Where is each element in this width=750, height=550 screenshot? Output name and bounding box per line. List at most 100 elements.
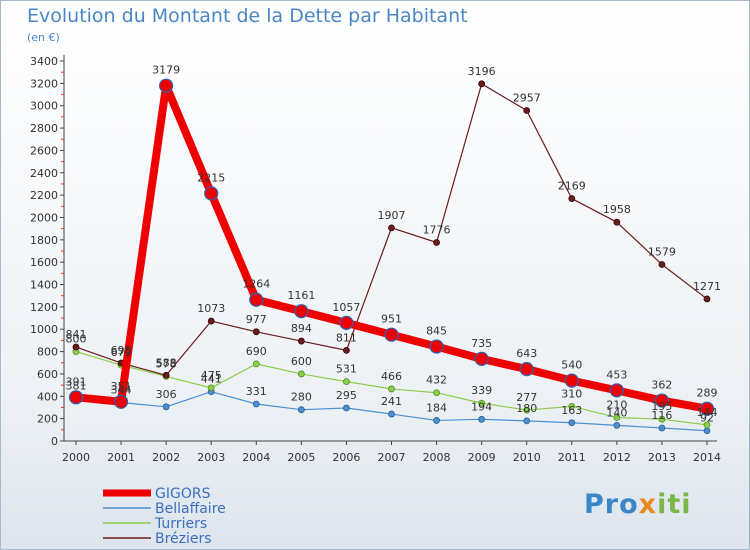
- legend-label-gigors: GIGORS: [155, 486, 211, 502]
- point-bellaffaire: [703, 427, 711, 435]
- point-turriers: [433, 389, 440, 397]
- y-tick-label: 800: [37, 346, 58, 359]
- data-label-turriers: 531: [336, 363, 357, 376]
- point-gigors: [384, 327, 399, 342]
- data-label-breziers: 588: [156, 356, 177, 369]
- data-label-breziers: 698: [111, 344, 132, 357]
- y-tick-label: 1600: [30, 256, 58, 269]
- point-breziers: [478, 80, 486, 88]
- point-bellaffaire: [433, 417, 440, 424]
- y-tick-label: 0: [51, 435, 58, 448]
- data-label-gigors: 540: [561, 359, 582, 372]
- point-gigors: [519, 362, 534, 377]
- point-turriers: [478, 399, 486, 407]
- data-label-gigors: 3179: [152, 64, 180, 77]
- logo-part-1: Pro: [584, 489, 639, 520]
- data-label-breziers: 2957: [513, 92, 541, 105]
- point-bellaffaire: [523, 417, 531, 425]
- data-label-gigors: 951: [381, 313, 402, 326]
- data-label-breziers: 3196: [468, 65, 496, 78]
- point-breziers: [388, 224, 395, 232]
- chart-title: Evolution du Montant de la Dette par Hab…: [27, 5, 468, 27]
- data-label-turriers: 600: [291, 355, 312, 368]
- point-turriers: [343, 378, 350, 386]
- point-turriers: [703, 421, 711, 429]
- point-gigors: [249, 292, 264, 307]
- point-breziers: [613, 218, 621, 226]
- point-breziers: [523, 107, 531, 114]
- data-label-turriers: 578: [156, 357, 177, 370]
- point-breziers: [162, 371, 170, 379]
- y-tick-label: 600: [37, 368, 58, 381]
- point-gigors: [699, 401, 715, 416]
- y-tick-label: 200: [37, 413, 58, 426]
- data-label-breziers: 1271: [693, 280, 721, 293]
- point-bellaffaire: [162, 403, 170, 411]
- data-label-breziers: 811: [336, 331, 357, 344]
- data-label-breziers: 1776: [423, 224, 451, 237]
- data-label-gigors: 289: [697, 387, 718, 400]
- data-label-breziers: 1073: [197, 302, 225, 315]
- data-label-turriers: 339: [471, 384, 492, 397]
- point-turriers: [207, 384, 215, 392]
- point-gigors: [654, 393, 670, 408]
- point-gigors: [294, 304, 309, 319]
- data-label-bellaffaire: 331: [246, 385, 267, 398]
- point-bellaffaire: [478, 415, 486, 423]
- point-gigors: [339, 315, 354, 330]
- data-label-gigors: 1264: [242, 278, 270, 291]
- point-breziers: [252, 328, 260, 336]
- point-gigors: [609, 383, 624, 398]
- data-label-breziers: 1907: [378, 209, 406, 222]
- data-label-bellaffaire: 295: [336, 389, 357, 402]
- data-label-turriers: 210: [606, 399, 627, 412]
- data-label-bellaffaire: 163: [561, 404, 582, 417]
- x-tick-label: 2012: [603, 451, 631, 464]
- point-breziers: [658, 261, 666, 268]
- data-label-gigors: 453: [606, 368, 627, 381]
- data-label-turriers: 277: [516, 391, 537, 404]
- x-tick-label: 2002: [152, 451, 180, 464]
- point-turriers: [523, 406, 531, 414]
- x-tick-label: 2011: [558, 451, 586, 464]
- point-turriers: [613, 414, 621, 421]
- logo-part-2: x: [638, 489, 658, 520]
- series-layer: [68, 78, 715, 435]
- point-turriers: [252, 360, 260, 368]
- data-label-turriers: 466: [381, 370, 402, 383]
- data-label-gigors: 1161: [287, 289, 315, 302]
- y-tick-label: 3400: [30, 55, 58, 68]
- x-tick-label: 2009: [468, 451, 496, 464]
- data-label-gigors: 1057: [332, 301, 360, 314]
- data-label-breziers: 1579: [648, 246, 676, 259]
- x-tick-label: 2004: [242, 451, 270, 464]
- data-label-turriers: 195: [651, 400, 672, 413]
- x-tick-label: 2008: [423, 451, 451, 464]
- chart-subtitle: (en €): [27, 31, 60, 44]
- data-label-bellaffaire: 140: [606, 406, 627, 419]
- point-breziers: [207, 317, 215, 325]
- data-label-bellaffaire: 381: [66, 379, 87, 392]
- x-tick-label: 2005: [287, 451, 315, 464]
- y-tick-label: 3000: [30, 100, 58, 113]
- data-label-turriers: 432: [426, 374, 447, 387]
- point-bellaffaire: [297, 406, 305, 414]
- legend-label-breziers: Bréziers: [155, 531, 212, 547]
- data-label-turriers: 310: [561, 387, 582, 400]
- data-label-breziers: 977: [246, 313, 267, 326]
- point-breziers: [703, 295, 711, 303]
- data-label-turriers: 690: [246, 345, 267, 358]
- data-label-bellaffaire: 180: [516, 402, 537, 415]
- point-breziers: [433, 239, 440, 246]
- legend-label-turriers: Turriers: [154, 516, 207, 532]
- axes: 0 200 400 600 800 1000 1200 1400 1600 1800 2000 220…: [30, 55, 721, 464]
- y-tick-label: 3200: [30, 77, 58, 90]
- logo-part-3: iti: [657, 489, 692, 520]
- data-label-turriers: 475: [201, 369, 222, 382]
- point-turriers: [388, 385, 395, 393]
- data-label-gigors: 735: [471, 337, 492, 350]
- point-breziers: [343, 346, 350, 354]
- y-tick-label: 2200: [30, 189, 58, 202]
